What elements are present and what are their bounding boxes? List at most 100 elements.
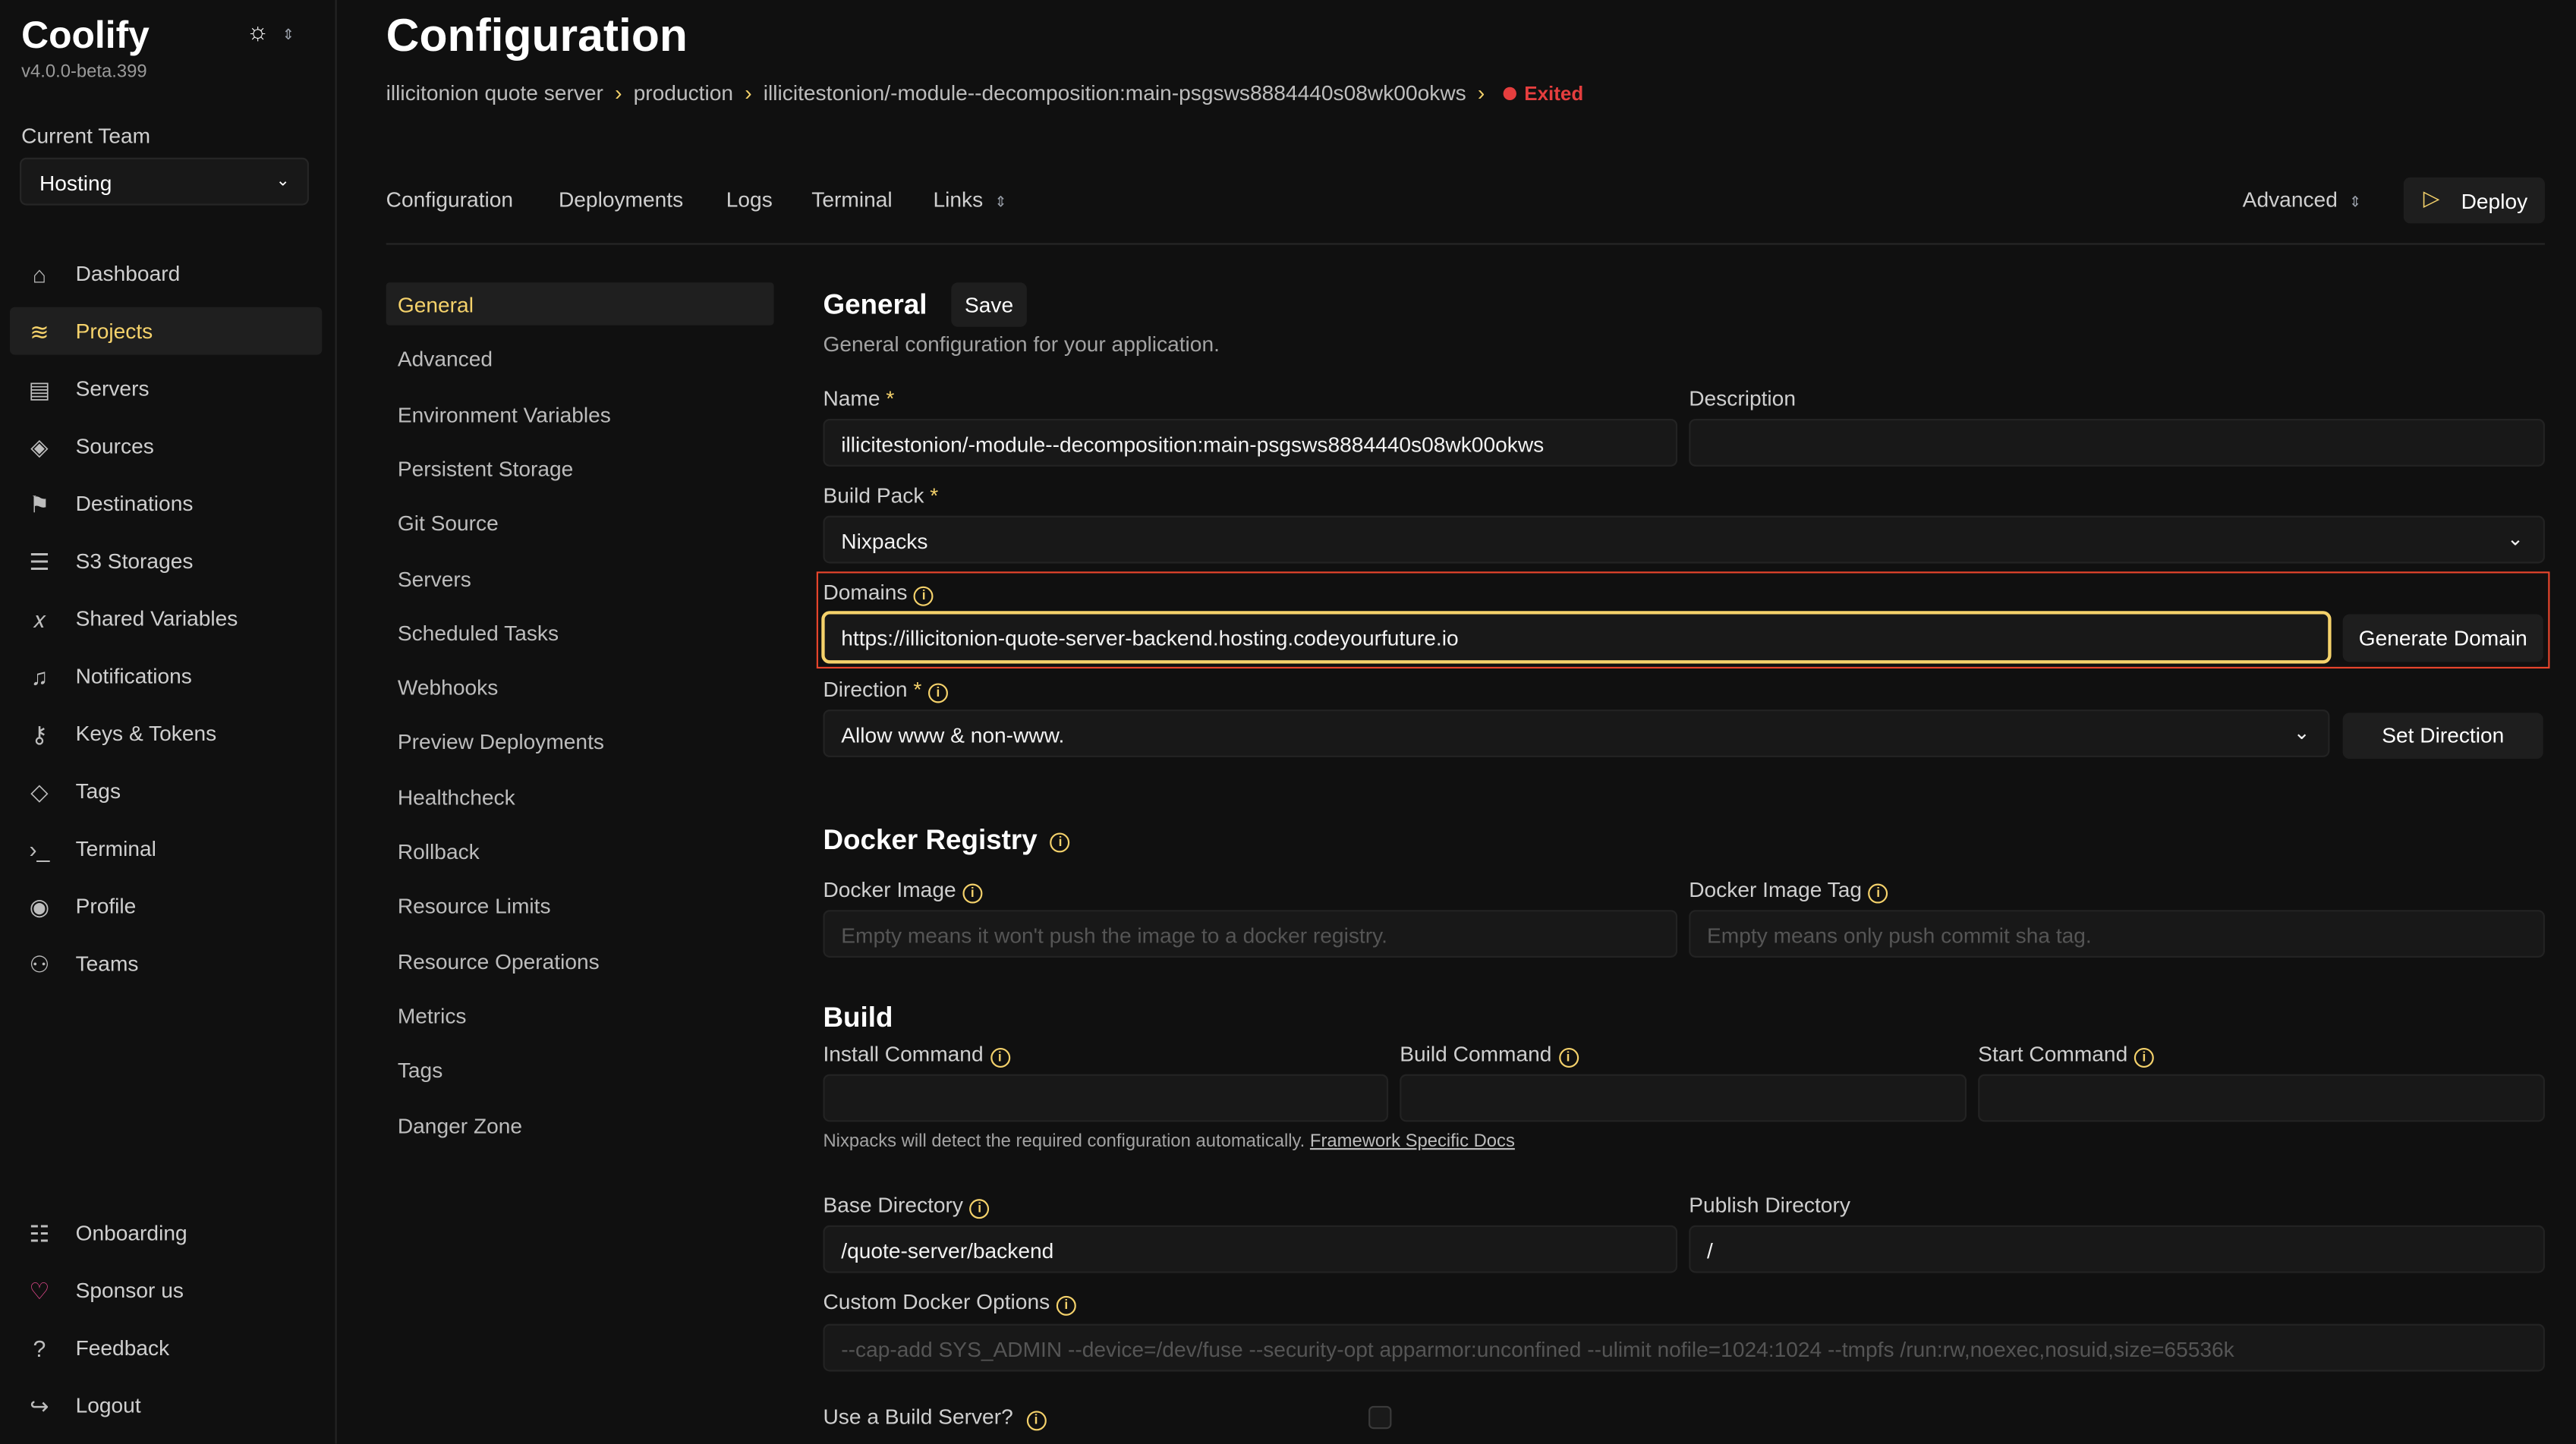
breadcrumb-project[interactable]: illicitonion quote server (386, 80, 603, 105)
direction-select[interactable]: Allow www & non-www. ⌄ (823, 709, 2330, 757)
tab-links[interactable]: Links ⇕ (933, 187, 1006, 212)
subnav-item-label: General (397, 292, 474, 317)
tab-configuration[interactable]: Configuration (386, 187, 514, 212)
sidebar-item-onboarding[interactable]: ☷ Onboarding (10, 1209, 322, 1257)
sidebar-item-label: S3 Storages (75, 548, 194, 574)
subnav-item-scheduled-tasks[interactable]: Scheduled Tasks (386, 611, 774, 653)
subnav-item-servers[interactable]: Servers (386, 556, 774, 599)
buildpack-label: Build Pack * (823, 483, 939, 508)
list-icon: ☷ (29, 1220, 50, 1247)
subnav-item-general[interactable]: General (386, 282, 774, 326)
subnav-item-tags[interactable]: Tags (386, 1048, 774, 1090)
description-input[interactable] (1689, 418, 2545, 467)
server-icon: ▤ (28, 376, 51, 403)
subnav-item-label: Resource Operations (397, 949, 600, 974)
subnav-item-environment-variables[interactable]: Environment Variables (386, 392, 774, 434)
subnav-item-git-source[interactable]: Git Source (386, 502, 774, 544)
install-command-input[interactable] (823, 1074, 1389, 1122)
sidebar-item-label: Servers (75, 376, 150, 401)
subnav-item-resource-operations[interactable]: Resource Operations (386, 939, 774, 981)
docker-tag-label: Docker Image Tag i (1689, 877, 1888, 904)
nixpacks-hint: Nixpacks will detect the required config… (823, 1131, 1515, 1152)
build-server-checkbox[interactable] (1368, 1405, 1392, 1430)
build-server-label: Use a Build Server? i (823, 1405, 1047, 1431)
buildpack-select[interactable]: Nixpacks ⌄ (823, 515, 2545, 564)
sidebar-item-dashboard[interactable]: ⌂ Dashboard (10, 250, 322, 297)
sidebar-item-shared-variables[interactable]: 𝑥 Shared Variables (10, 595, 322, 643)
subnav-item-persistent-storage[interactable]: Persistent Storage (386, 447, 774, 489)
docker-options-input[interactable]: --cap-add SYS_ADMIN --device=/dev/fuse -… (823, 1323, 2545, 1372)
app-logo[interactable]: Coolify (21, 13, 150, 56)
sidebar-item-servers[interactable]: ▤ Servers (10, 365, 322, 413)
bell-icon: ♫ (30, 663, 49, 691)
domains-label: Domains i (823, 580, 934, 606)
base-directory-input[interactable]: /quote-server/backend (823, 1225, 1678, 1273)
variable-icon: 𝑥 (33, 606, 46, 633)
tab-deployments[interactable]: Deployments (558, 187, 684, 212)
sidebar-item-feedback[interactable]: ? Feedback (10, 1324, 322, 1372)
team-select[interactable]: Hosting ⌄ (19, 157, 309, 206)
subnav-item-metrics[interactable]: Metrics (386, 993, 774, 1036)
users-icon: ⚇ (29, 951, 50, 977)
build-command-input[interactable] (1400, 1074, 1967, 1122)
name-input[interactable]: illicitestonion/-module--decomposition:m… (823, 418, 1678, 467)
sidebar-item-s3-storages[interactable]: ☰ S3 Storages (10, 537, 322, 585)
sidebar-item-label: Keys & Tokens (75, 721, 217, 746)
sidebar-item-profile[interactable]: ◉ Profile (10, 882, 322, 930)
key-icon: ⚷ (30, 721, 49, 747)
subnav-item-advanced[interactable]: Advanced (386, 337, 774, 379)
docker-tag-input[interactable]: Empty means only push commit sha tag. (1689, 910, 2545, 958)
base-directory-label: Base Directory i (823, 1192, 990, 1219)
save-button[interactable]: Save (951, 282, 1027, 327)
deploy-button[interactable]: ▷ Deploy (2403, 177, 2545, 224)
theme-toggle[interactable]: ☼ ⇕ (247, 18, 294, 46)
sidebar-item-label: Feedback (75, 1335, 170, 1361)
subnav-item-healthcheck[interactable]: Healthcheck (386, 775, 774, 817)
publish-directory-input[interactable]: / (1689, 1225, 2545, 1273)
sidebar-item-logout[interactable]: ↪ Logout (10, 1381, 322, 1429)
status-badge: Exited (1524, 82, 1584, 105)
generate-domain-button[interactable]: Generate Domain (2342, 614, 2543, 662)
breadcrumb-application[interactable]: illicitestonion/-module--decomposition:m… (763, 80, 1466, 105)
sidebar-item-teams[interactable]: ⚇ Teams (10, 939, 322, 987)
terminal-icon: ›_ (29, 835, 50, 863)
sidebar-item-keys-tokens[interactable]: ⚷ Keys & Tokens (10, 709, 322, 757)
subnav-item-preview-deployments[interactable]: Preview Deployments (386, 720, 774, 763)
subnav-item-rollback[interactable]: Rollback (386, 829, 774, 872)
subnav-item-label: Preview Deployments (397, 729, 604, 755)
chevron-updown-icon: ⇕ (2349, 193, 2362, 211)
breadcrumb-environment[interactable]: production (633, 80, 734, 105)
help-icon: ? (33, 1335, 46, 1362)
subnav-item-danger-zone[interactable]: Danger Zone (386, 1103, 774, 1146)
sidebar-item-label: Sponsor us (75, 1278, 184, 1303)
sidebar-item-terminal[interactable]: ›_ Terminal (10, 825, 322, 873)
info-icon: i (969, 1199, 990, 1219)
domains-input[interactable]: https://illicitonion-quote-server-backen… (821, 611, 2332, 664)
tab-logs[interactable]: Logs (726, 187, 773, 212)
info-icon: i (1868, 883, 1888, 904)
subnav-item-resource-limits[interactable]: Resource Limits (386, 884, 774, 926)
sidebar-item-projects[interactable]: ≋ Projects (9, 307, 323, 355)
start-command-input[interactable] (1978, 1074, 2545, 1122)
chevron-updown-icon: ⇕ (994, 193, 1007, 211)
tab-terminal[interactable]: Terminal (811, 187, 893, 212)
subnav-item-label: Tags (397, 1058, 443, 1083)
set-direction-button[interactable]: Set Direction (2342, 713, 2543, 760)
chevron-right-icon: › (615, 80, 622, 105)
sidebar-item-label: Projects (75, 318, 153, 344)
docker-registry-title: Docker Registry i (823, 825, 1071, 857)
sidebar-item-sponsor-us[interactable]: ♡ Sponsor us (10, 1266, 322, 1314)
general-subtitle: General configuration for your applicati… (823, 332, 1220, 357)
advanced-menu[interactable]: Advanced ⇕ (2243, 187, 2362, 212)
framework-docs-link[interactable]: Framework Specific Docs (1309, 1131, 1515, 1152)
home-icon: ⌂ (32, 261, 47, 288)
subnav-item-webhooks[interactable]: Webhooks (386, 665, 774, 708)
sidebar-item-destinations[interactable]: ⚑ Destinations (10, 480, 322, 527)
sidebar-item-sources[interactable]: ◈ Sources (10, 422, 322, 470)
sidebar-item-label: Tags (75, 779, 121, 804)
sidebar-item-tags[interactable]: ◇ Tags (10, 767, 322, 815)
docker-image-input[interactable]: Empty means it won't push the image to a… (823, 910, 1678, 958)
sidebar-item-label: Dashboard (75, 261, 181, 286)
sidebar-item-notifications[interactable]: ♫ Notifications (10, 652, 322, 700)
breadcrumb: illicitonion quote server › production › ill… (386, 80, 1584, 105)
